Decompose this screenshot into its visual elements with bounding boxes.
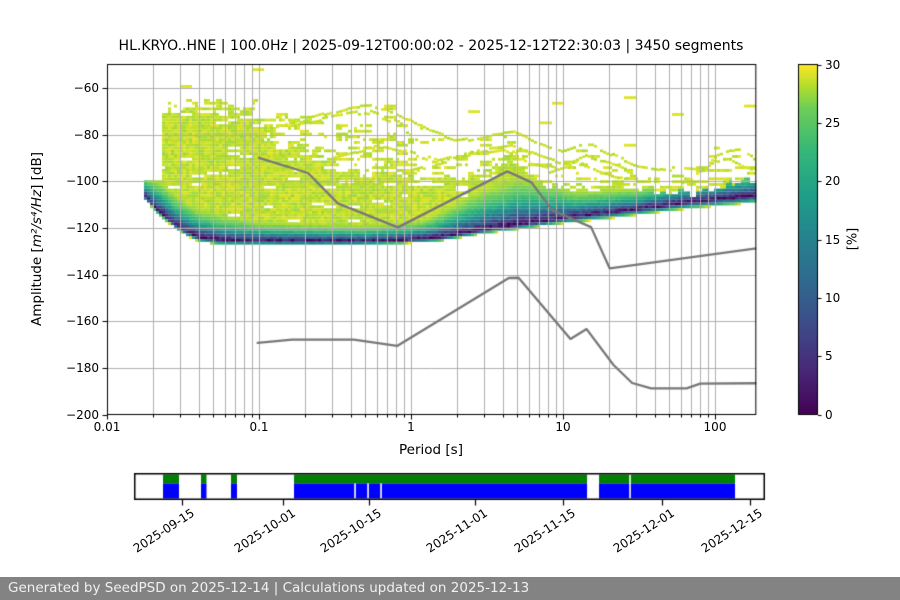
colorbar-tick-label: 20 <box>825 174 841 189</box>
y-tick-label: −100 <box>66 174 99 189</box>
colorbar-tick-label: 25 <box>825 115 841 130</box>
y-tick-label: −200 <box>66 407 99 422</box>
x-tick-label: 100 <box>703 420 727 434</box>
colorbar-tick-label: 30 <box>825 57 841 72</box>
y-axis-label: Amplitude [m²/s⁴/Hz] [dB] <box>29 152 45 326</box>
footer-bar: Generated by SeedPSD on 2025-12-14 | Cal… <box>0 577 900 600</box>
x-tick-label: 0.1 <box>249 420 269 434</box>
colorbar-tick-label: 0 <box>825 407 833 422</box>
y-tick-label: −160 <box>66 314 99 329</box>
y-tick-label: −180 <box>66 360 99 375</box>
y-axis-label-prefix: Amplitude [ <box>29 247 45 327</box>
footer-text: Generated by SeedPSD on 2025-12-14 | Cal… <box>8 580 530 596</box>
x-axis-label: Period [s] <box>399 442 463 458</box>
y-tick-label: −80 <box>73 127 99 142</box>
y-tick-label: −120 <box>66 220 99 235</box>
plot-title: HL.KRYO..HNE | 100.0Hz | 2025-09-12T00:0… <box>118 38 744 54</box>
y-axis-label-suffix: ] [dB] <box>29 151 45 190</box>
x-tick-label: 1 <box>407 420 415 434</box>
y-tick-label: −140 <box>66 267 99 282</box>
x-tick-label: 10 <box>555 420 571 434</box>
y-tick-label: −60 <box>73 80 99 95</box>
colorbar-label: [%] <box>845 227 861 251</box>
colorbar-tick-label: 10 <box>825 290 841 305</box>
colorbar-tick-label: 5 <box>825 349 833 364</box>
y-axis-label-units: m²/s⁴/Hz <box>29 189 45 248</box>
x-tick-label: 0.01 <box>93 420 121 434</box>
colorbar-tick-label: 15 <box>825 232 841 247</box>
